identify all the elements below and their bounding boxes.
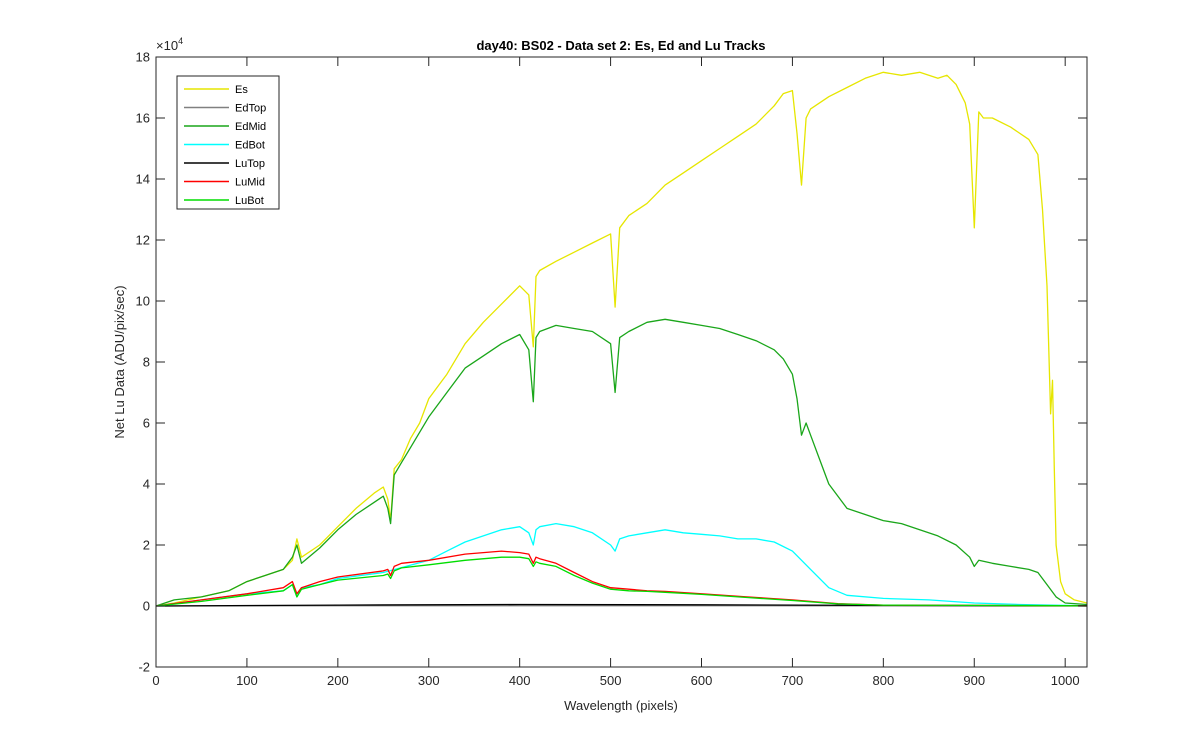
x-tick-label: 200	[327, 673, 349, 688]
y-exponent-label: ×104	[156, 36, 183, 53]
y-tick-label: 12	[136, 233, 150, 248]
series-layer	[155, 71, 1088, 607]
chart-title: day40: BS02 - Data set 2: Es, Ed and Lu …	[476, 38, 765, 53]
legend-label-lutop: LuTop	[235, 158, 265, 170]
x-tick-label: 800	[872, 673, 894, 688]
legend-label-es: Es	[235, 84, 248, 96]
x-tick-label: 900	[963, 673, 985, 688]
y-tick-label: 18	[136, 50, 150, 65]
legend-label-lumid: LuMid	[235, 177, 265, 189]
legend-label-edbot: EdBot	[235, 140, 265, 152]
y-tick-label: 10	[136, 294, 150, 309]
x-tick-label: 100	[236, 673, 258, 688]
x-tick-label: 1000	[1051, 673, 1080, 688]
x-tick-label: 400	[509, 673, 531, 688]
legend-label-lubot: LuBot	[235, 195, 264, 207]
x-tick-label: 300	[418, 673, 440, 688]
y-exponent-power: 4	[178, 36, 183, 46]
ticks-layer	[155, 56, 1087, 668]
y-tick-label: 6	[143, 416, 150, 431]
legend-box	[176, 75, 280, 210]
y-tick-label: 4	[143, 477, 150, 492]
legend-label-edtop: EdTop	[235, 103, 266, 115]
series-line-es	[155, 71, 1088, 607]
x-tick-label: 600	[691, 673, 713, 688]
y-tick-label: 16	[136, 111, 150, 126]
legend: Es EdTop EdMid EdBot LuTop LuMid LuBot	[176, 75, 280, 210]
tick-labels: 0 100 200 300 400 500 600 700 800 900 1000-2024681…	[136, 50, 1080, 689]
y-tick-label: 8	[143, 355, 150, 370]
series-line-edmid	[155, 318, 1088, 607]
x-tick-label: 0	[152, 673, 159, 688]
legend-label-edmid: EdMid	[235, 121, 266, 133]
y-tick-label: 2	[143, 538, 150, 553]
plot-area	[156, 57, 1087, 667]
x-tick-label: 500	[600, 673, 622, 688]
x-axis-title: Wavelength (pixels)	[564, 698, 678, 713]
y-tick-label: 0	[143, 599, 150, 614]
y-tick-label: 14	[136, 172, 150, 187]
y-tick-label: -2	[138, 660, 150, 675]
y-axis-title: Net Lu Data (ADU/pix/sec)	[112, 285, 127, 438]
series-line-lubot	[155, 556, 1088, 607]
x-tick-label: 700	[782, 673, 804, 688]
y-exponent-base: ×10	[156, 38, 178, 53]
